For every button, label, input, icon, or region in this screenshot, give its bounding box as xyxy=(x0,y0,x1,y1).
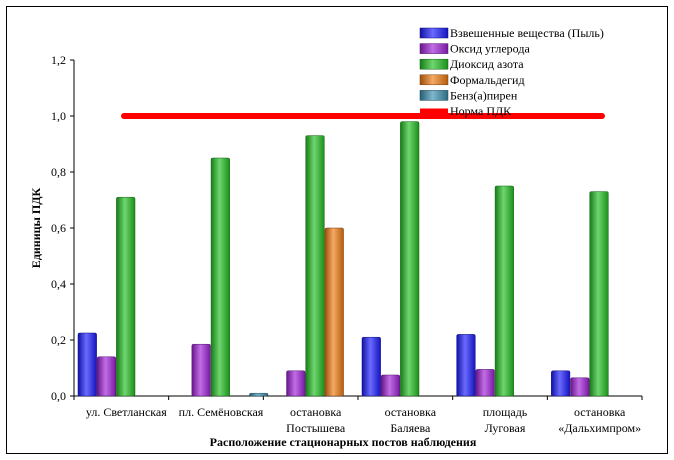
x-tick-label: остановка xyxy=(385,405,437,419)
legend-label: Диоксид азота xyxy=(450,57,524,71)
y-tick-label: 0,0 xyxy=(51,389,66,403)
bar xyxy=(77,332,97,397)
chart-legend: Взвешенные вещества (Пыль) Оксид углерода… xyxy=(419,26,604,118)
bar xyxy=(116,196,136,397)
bar xyxy=(286,370,306,397)
bar xyxy=(551,370,571,397)
legend-swatch xyxy=(419,58,449,70)
legend-label: Формальдегид xyxy=(450,73,525,87)
bar xyxy=(380,374,401,397)
bar xyxy=(400,121,420,397)
chart-labels: 0,0 0,2 0,4 0,6 0,8 1,0 1,2 ул. Светланская пл. … xyxy=(29,53,641,449)
x-tick-label: ул. Светланская xyxy=(86,405,167,419)
y-tick-label: 1,2 xyxy=(51,53,66,67)
x-tick-label: остановка xyxy=(574,405,626,419)
bar xyxy=(305,135,325,397)
legend-label: Оксид углерода xyxy=(450,42,530,56)
y-tick-label: 0,6 xyxy=(51,221,66,235)
chart-bars xyxy=(77,121,609,397)
bar xyxy=(361,336,381,397)
legend-swatch xyxy=(419,90,449,101)
bar xyxy=(191,343,211,397)
bar xyxy=(494,185,514,397)
x-tick-label: пл. Семёновская xyxy=(179,405,264,419)
x-tick-label: остановка xyxy=(290,405,342,419)
bar xyxy=(570,377,590,397)
y-axis-title: Единицы ПДК xyxy=(29,188,43,269)
x-tick-label: площадь xyxy=(483,405,528,419)
legend-swatch xyxy=(419,43,449,54)
chart-axes xyxy=(70,59,643,400)
legend-swatch xyxy=(419,27,449,39)
x-tick-label: Баляева xyxy=(390,421,431,435)
legend-label: Взвешенные вещества (Пыль) xyxy=(450,26,604,40)
bar xyxy=(475,369,495,397)
bar xyxy=(456,334,476,397)
x-tick-label: Луговая xyxy=(485,421,526,435)
y-tick-label: 1,0 xyxy=(51,109,66,123)
x-axis-title: Расположение стационарных постов наблюде… xyxy=(210,435,477,449)
y-tick-label: 0,2 xyxy=(51,333,66,347)
bar xyxy=(589,191,609,397)
legend-swatch xyxy=(419,74,449,86)
bar xyxy=(96,356,117,397)
legend-label: Норма ПДК xyxy=(450,104,512,118)
y-tick-label: 0,4 xyxy=(51,277,66,291)
x-tick-label: Постышева xyxy=(286,421,346,435)
bar xyxy=(324,227,344,397)
y-tick-label: 0,8 xyxy=(51,165,66,179)
x-tick-label: «Дальхимпром» xyxy=(558,421,641,435)
bar xyxy=(210,157,230,397)
legend-label: Бенз(а)пирен xyxy=(450,88,518,102)
bar xyxy=(249,392,269,397)
